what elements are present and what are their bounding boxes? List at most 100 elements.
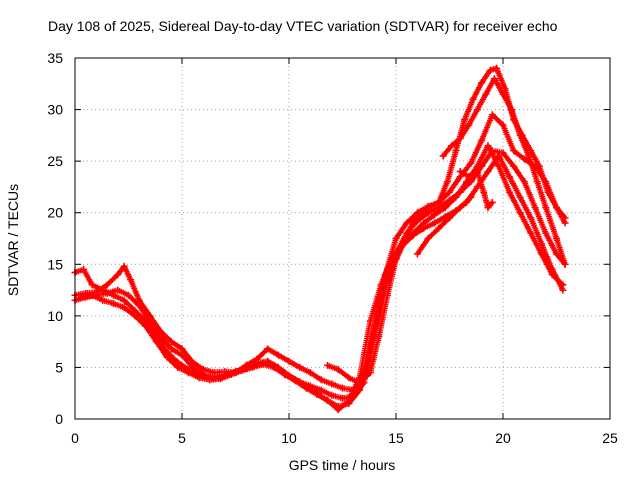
data-point bbox=[424, 209, 432, 217]
data-point bbox=[505, 188, 513, 196]
y-tick-label: 30 bbox=[47, 102, 63, 118]
data-point bbox=[375, 333, 383, 340]
data-point bbox=[553, 250, 560, 258]
data-point bbox=[505, 173, 513, 181]
data-point bbox=[120, 262, 128, 270]
data-point bbox=[167, 338, 175, 346]
data-point bbox=[418, 209, 426, 217]
ticks: 0 5 10 15 20 25 0 5 10 15 20 25 30 35 bbox=[47, 50, 618, 446]
data-point bbox=[302, 382, 310, 390]
data-point bbox=[499, 149, 507, 157]
data-point bbox=[238, 366, 246, 373]
data-point bbox=[80, 265, 88, 273]
data-point bbox=[88, 281, 96, 289]
data-point bbox=[533, 178, 541, 186]
data-point bbox=[356, 386, 364, 394]
data-point bbox=[356, 379, 364, 387]
data-point bbox=[285, 357, 293, 365]
data-point bbox=[465, 173, 473, 181]
data-point bbox=[334, 366, 342, 373]
data-point bbox=[259, 359, 267, 367]
data-point bbox=[510, 147, 518, 155]
data-point bbox=[99, 296, 107, 304]
chart-title: Day 108 of 2025, Sidereal Day-to-day VTE… bbox=[48, 18, 558, 34]
data-point bbox=[324, 361, 331, 369]
data-point bbox=[508, 106, 516, 114]
data-point bbox=[377, 281, 385, 289]
data-point bbox=[446, 214, 453, 222]
data-point bbox=[274, 351, 282, 359]
series-trace-6 bbox=[413, 193, 475, 258]
data-point bbox=[424, 235, 432, 242]
data-point bbox=[167, 345, 175, 353]
y-tick-label: 15 bbox=[47, 256, 63, 272]
data-point bbox=[383, 291, 391, 299]
data-point bbox=[531, 204, 539, 212]
data-point bbox=[435, 198, 443, 206]
data-point bbox=[403, 219, 411, 227]
data-point bbox=[270, 361, 278, 369]
data-point bbox=[392, 235, 400, 242]
y-tick-label: 0 bbox=[55, 411, 63, 427]
data-point bbox=[88, 291, 96, 299]
x-tick-label: 5 bbox=[178, 430, 186, 446]
data-point bbox=[345, 374, 353, 382]
data-point bbox=[493, 64, 501, 72]
data-point bbox=[217, 374, 224, 382]
x-tick-label: 25 bbox=[602, 430, 618, 446]
data-point bbox=[446, 188, 453, 196]
data-point bbox=[77, 293, 85, 301]
data-point bbox=[227, 370, 235, 378]
data-point bbox=[561, 260, 569, 268]
data-point bbox=[452, 147, 460, 155]
data-point bbox=[178, 345, 186, 353]
data-point bbox=[478, 137, 486, 144]
data-point bbox=[426, 203, 434, 210]
data-point bbox=[559, 281, 567, 289]
data-point bbox=[478, 79, 486, 87]
data-point bbox=[499, 121, 507, 129]
data-point bbox=[195, 372, 203, 380]
data-point bbox=[527, 229, 535, 237]
data-point bbox=[527, 214, 535, 222]
data-point bbox=[206, 376, 214, 384]
data-point bbox=[114, 286, 122, 294]
x-tick-label: 15 bbox=[388, 430, 404, 446]
data-point bbox=[544, 188, 552, 196]
data-point bbox=[553, 235, 560, 242]
data-point bbox=[409, 219, 417, 227]
data-point bbox=[516, 209, 524, 217]
data-point bbox=[317, 376, 325, 384]
y-tick-label: 20 bbox=[47, 205, 63, 221]
data-point bbox=[467, 193, 475, 201]
data-point bbox=[520, 155, 528, 163]
data-point bbox=[456, 168, 464, 175]
data-point bbox=[152, 333, 160, 340]
data-point bbox=[401, 235, 409, 242]
data-point bbox=[465, 121, 473, 129]
data-point bbox=[334, 406, 342, 414]
data-point bbox=[553, 204, 560, 212]
data-point bbox=[306, 369, 314, 377]
data-point bbox=[413, 250, 421, 258]
plot-area bbox=[75, 58, 610, 419]
data-point bbox=[463, 178, 471, 186]
data-point bbox=[313, 389, 321, 397]
data-point bbox=[467, 159, 475, 167]
y-tick-label: 10 bbox=[47, 308, 63, 324]
data-point bbox=[469, 95, 477, 103]
data-point bbox=[366, 317, 374, 325]
data-point bbox=[488, 198, 496, 206]
y-axis-label: SDTVAR / TECUs bbox=[5, 184, 21, 296]
data-point bbox=[174, 358, 182, 366]
data-point bbox=[561, 219, 569, 227]
plot-border bbox=[74, 57, 611, 420]
data-point bbox=[482, 90, 490, 98]
data-point bbox=[127, 276, 135, 284]
data-point bbox=[409, 229, 417, 237]
data-point bbox=[392, 255, 400, 263]
data-point bbox=[484, 168, 492, 175]
data-point bbox=[431, 219, 438, 227]
data-point bbox=[339, 394, 346, 402]
data-point bbox=[520, 178, 528, 186]
